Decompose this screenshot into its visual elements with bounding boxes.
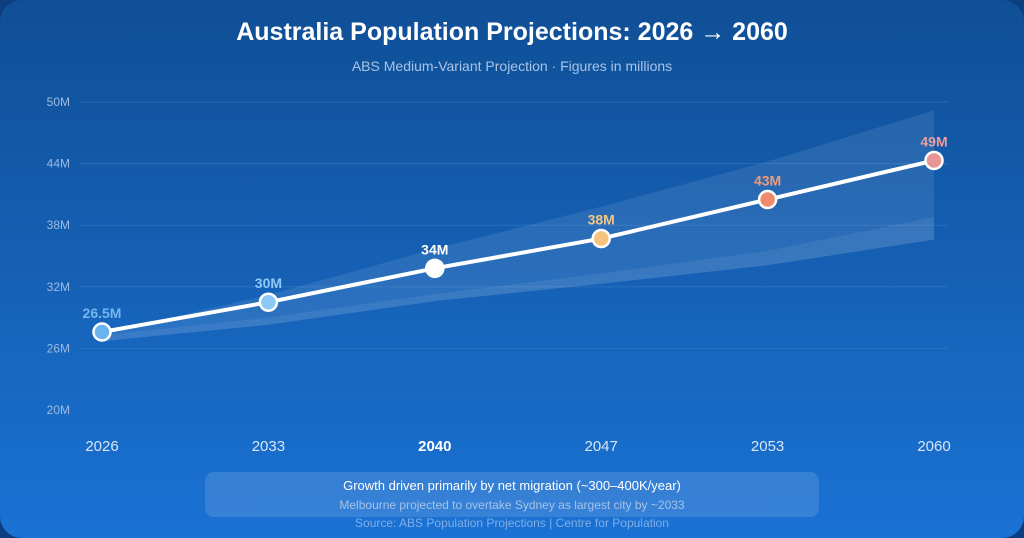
y-tick-label: 38M bbox=[47, 218, 70, 232]
band-layer bbox=[102, 110, 934, 342]
data-label: 26.5M bbox=[83, 305, 122, 321]
data-point bbox=[258, 292, 279, 312]
data-point bbox=[92, 322, 112, 342]
note-main: Growth driven primarily by net migration… bbox=[343, 478, 681, 493]
data-point bbox=[425, 258, 445, 279]
line-layer bbox=[100, 158, 936, 334]
y-tick-label: 20M bbox=[47, 403, 70, 417]
label-layer: 26.5M 30M 34M 38M 43M 49M bbox=[83, 134, 948, 321]
x-tick-label: 2026 bbox=[85, 438, 118, 455]
data-point bbox=[757, 189, 778, 210]
grid-layer bbox=[80, 101, 948, 349]
chart-subtitle: ABS Medium-Variant Projection · Figures … bbox=[351, 58, 673, 74]
x-tick-label: 2047 bbox=[585, 438, 618, 455]
data-label: 34M bbox=[421, 241, 448, 257]
tick-layer: 50M 44M 38M 32M 26M 20M 2026 2033 2040 2047 2053 20… bbox=[47, 95, 951, 455]
series-line bbox=[100, 158, 936, 334]
y-tick-label: 26M bbox=[47, 341, 70, 355]
chart-title: Australia Population Projections: 2026 →… bbox=[236, 18, 788, 46]
data-point bbox=[924, 150, 944, 171]
y-tick-label: 44M bbox=[47, 157, 70, 171]
note-box: Growth driven primarily by net migration… bbox=[205, 472, 819, 517]
data-point bbox=[591, 228, 611, 249]
y-tick-label: 32M bbox=[47, 280, 70, 294]
x-tick-label: 2040 bbox=[418, 438, 451, 455]
data-label: 30M bbox=[255, 275, 282, 291]
data-label: 38M bbox=[588, 212, 615, 228]
x-tick-label: 2060 bbox=[917, 438, 950, 455]
point-layer bbox=[92, 150, 944, 342]
note-sub: Melbourne projected to overtake Sydney a… bbox=[339, 498, 685, 512]
source-text: Source: ABS Population Projections | Cen… bbox=[355, 516, 669, 530]
uncertainty-band-inner bbox=[102, 216, 934, 342]
x-tick-label: 2053 bbox=[751, 438, 784, 455]
uncertainty-band-outer bbox=[102, 110, 934, 342]
data-label: 49M bbox=[920, 134, 947, 150]
y-tick-label: 50M bbox=[47, 95, 70, 109]
x-tick-label: 2033 bbox=[252, 438, 285, 455]
data-label: 43M bbox=[754, 173, 781, 189]
